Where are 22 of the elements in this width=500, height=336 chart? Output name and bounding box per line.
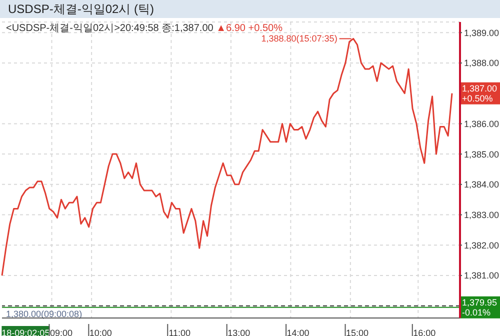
x-tick-label: 11:00	[168, 328, 191, 336]
x-tick-label: 15:00	[346, 328, 369, 336]
x-tick-label: 18-09:02:05	[2, 328, 50, 336]
y-tick-label: 1,386.00	[464, 118, 500, 129]
chart-title: USDSP-체결-익일02시 (틱)	[0, 0, 500, 18]
y-tick-label: 1,388.00	[464, 58, 500, 68]
y-tick-label: 1,382.00	[464, 240, 500, 250]
annotation: 1,388.80(15:07:35)	[261, 34, 338, 44]
ref-line-label: 1,380.00(09:00:08)	[6, 308, 82, 319]
x-tick-label: 16:00	[413, 328, 436, 336]
ref-line-label: 1,379.95 -0.01%	[462, 297, 498, 318]
x-tick-label: 09:00	[50, 328, 72, 336]
y-tick-label: 1,385.00	[464, 149, 500, 160]
annotation: 1,387.00 +0.50%	[462, 83, 498, 104]
y-tick-label: 1,383.00	[464, 210, 500, 220]
y-tick-label: 1,381.00	[464, 270, 500, 281]
chart-subtitle: <USDSP-체결-익일02시>20:49:58 종:1,387.00 ▲6.90 +0.50%	[6, 23, 282, 34]
x-tick-label: 14:00	[286, 328, 310, 336]
x-tick-label: 10:00	[89, 328, 112, 336]
y-tick-label: 1,389.00	[464, 28, 500, 38]
x-tick-label: 13:00	[228, 328, 250, 336]
y-tick-label: 1,384.00	[464, 180, 500, 190]
